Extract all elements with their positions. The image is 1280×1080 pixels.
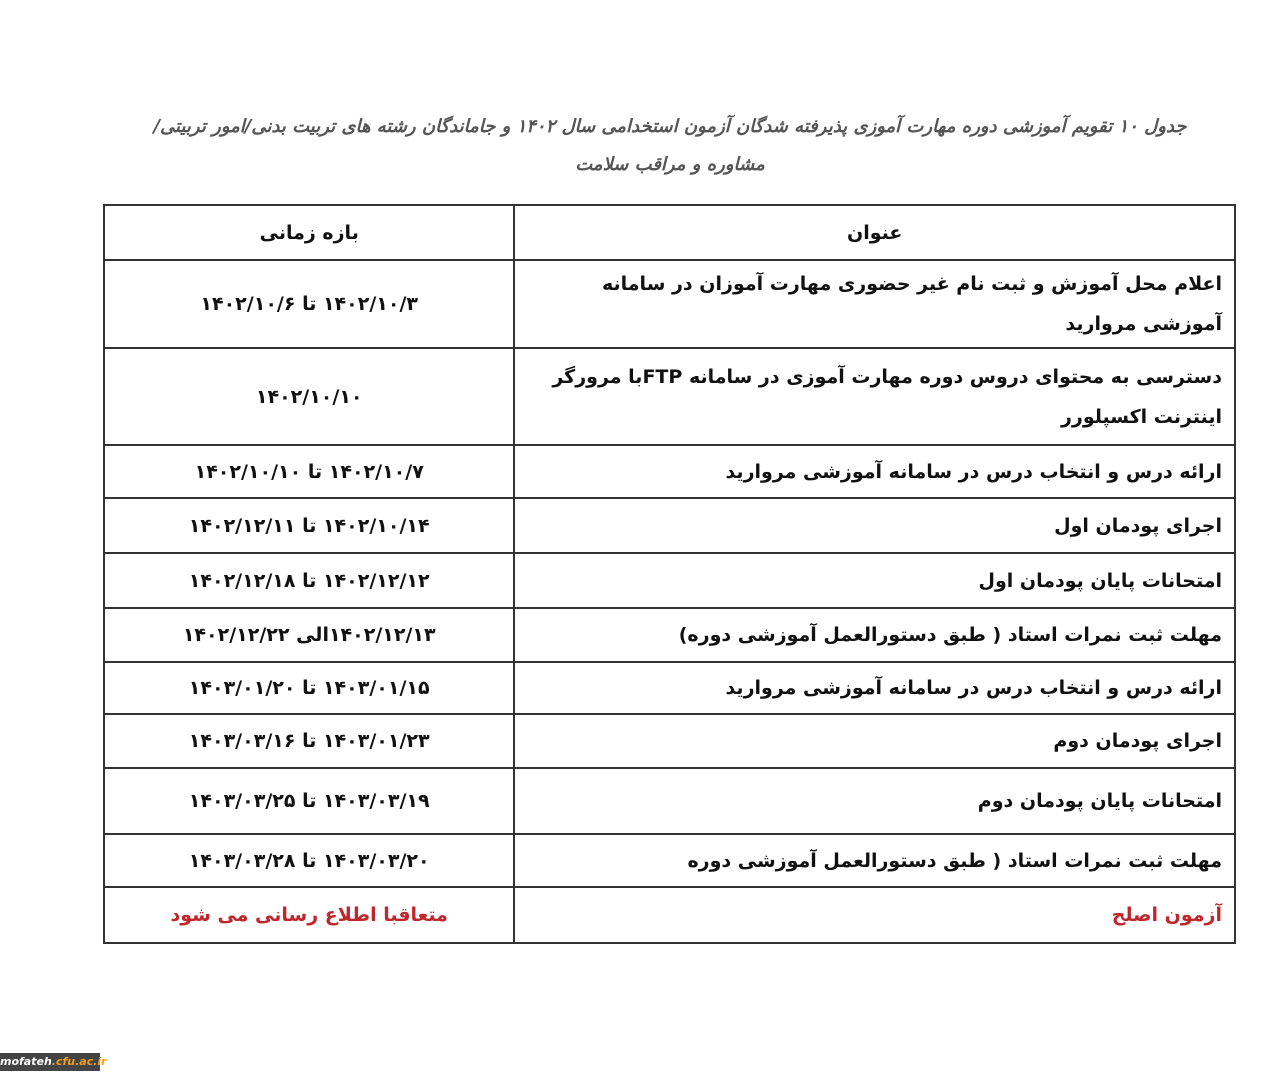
table-row: اجرای پودمان اول ۱۴۰۲/۱۰/۱۴ تا ۱۴۰۲/۱۲/۱۱ bbox=[102, 497, 1236, 554]
row-period: ۱۴۰۲/۱۰/۳ تا ۱۴۰۲/۱۰/۶ bbox=[102, 259, 516, 349]
row-period: ۱۴۰۲/۱۰/۱۰ bbox=[102, 347, 516, 446]
row-period: ۱۴۰۳/۰۱/۱۵ تا ۱۴۰۳/۰۱/۲۰ bbox=[102, 661, 516, 715]
table-row: ارائه درس و انتخاب درس در سامانه آموزشی … bbox=[102, 444, 1236, 499]
row-period: ۱۴۰۳/۰۳/۲۰ تا ۱۴۰۳/۰۳/۲۸ bbox=[102, 833, 516, 888]
watermark-logo: mofateh.cfu.ac.ir bbox=[0, 1053, 107, 1071]
table-row: اعلام محل آموزش و ثبت نام غیر حضوری مهار… bbox=[102, 259, 1236, 349]
row-title: اعلام محل آموزش و ثبت نام غیر حضوری مهار… bbox=[513, 259, 1236, 349]
row-title: اجرای پودمان دوم bbox=[513, 713, 1236, 769]
row-period: ۱۴۰۲/۱۲/۱۳الی ۱۴۰۲/۱۲/۲۲ bbox=[102, 607, 516, 663]
table-row: دسترسی به محتوای دروس دوره مهارت آموزی د… bbox=[102, 347, 1236, 446]
row-title: آزمون اصلح bbox=[513, 886, 1236, 944]
table-row: امتحانات پایان پودمان دوم ۱۴۰۳/۰۳/۱۹ تا ۱… bbox=[102, 767, 1236, 835]
row-title: دسترسی به محتوای دروس دوره مهارت آموزی د… bbox=[513, 347, 1236, 446]
row-period: متعاقبا اطلاع رسانی می شود bbox=[102, 886, 516, 944]
row-title: مهلت ثبت نمرات استاد ( طبق دستورالعمل آم… bbox=[513, 607, 1236, 663]
row-period: ۱۴۰۳/۰۳/۱۹ تا ۱۴۰۳/۰۳/۲۵ bbox=[102, 767, 516, 835]
row-period: ۱۴۰۲/۱۲/۱۲ تا ۱۴۰۲/۱۲/۱۸ bbox=[102, 552, 516, 609]
table-row: اجرای پودمان دوم ۱۴۰۳/۰۱/۲۳ تا ۱۴۰۳/۰۳/۱۶ bbox=[102, 713, 1236, 769]
header-title: عنوان bbox=[513, 204, 1236, 261]
table-row: آزمون اصلح متعاقبا اطلاع رسانی می شود bbox=[102, 886, 1236, 944]
row-title: امتحانات پایان پودمان اول bbox=[513, 552, 1236, 609]
row-period: ۱۴۰۲/۱۰/۷ تا ۱۴۰۲/۱۰/۱۰ bbox=[102, 444, 516, 499]
table-row: ارائه درس و انتخاب درس در سامانه آموزشی … bbox=[102, 661, 1236, 715]
row-title: مهلت ثبت نمرات استاد ( طبق دستورالعمل آم… bbox=[513, 833, 1236, 888]
table-row: مهلت ثبت نمرات استاد ( طبق دستورالعمل آم… bbox=[102, 833, 1236, 888]
table-row: مهلت ثبت نمرات استاد ( طبق دستورالعمل آم… bbox=[102, 607, 1236, 663]
table-row: امتحانات پایان پودمان اول ۱۴۰۲/۱۲/۱۲ تا ۱… bbox=[102, 552, 1236, 609]
row-period: ۱۴۰۳/۰۱/۲۳ تا ۱۴۰۳/۰۳/۱۶ bbox=[102, 713, 516, 769]
row-title: امتحانات پایان پودمان دوم bbox=[513, 767, 1236, 835]
document-title: جدول ۱۰ تقویم آموزشی دوره مهارت آموزی پذ… bbox=[153, 116, 1187, 175]
schedule-table: عنوان بازه زمانی اعلام محل آموزش و ثبت ن… bbox=[102, 204, 1236, 944]
row-period: ۱۴۰۲/۱۰/۱۴ تا ۱۴۰۲/۱۲/۱۱ bbox=[102, 497, 516, 554]
row-title: ارائه درس و انتخاب درس در سامانه آموزشی … bbox=[513, 661, 1236, 715]
header-period: بازه زمانی bbox=[102, 204, 516, 261]
watermark-name: mofateh bbox=[0, 1055, 52, 1068]
table-header-row: عنوان بازه زمانی bbox=[102, 204, 1236, 261]
watermark-domain: .cfu.ac.ir bbox=[51, 1055, 107, 1068]
row-title: ارائه درس و انتخاب درس در سامانه آموزشی … bbox=[513, 444, 1236, 499]
row-title: اجرای پودمان اول bbox=[513, 497, 1236, 554]
